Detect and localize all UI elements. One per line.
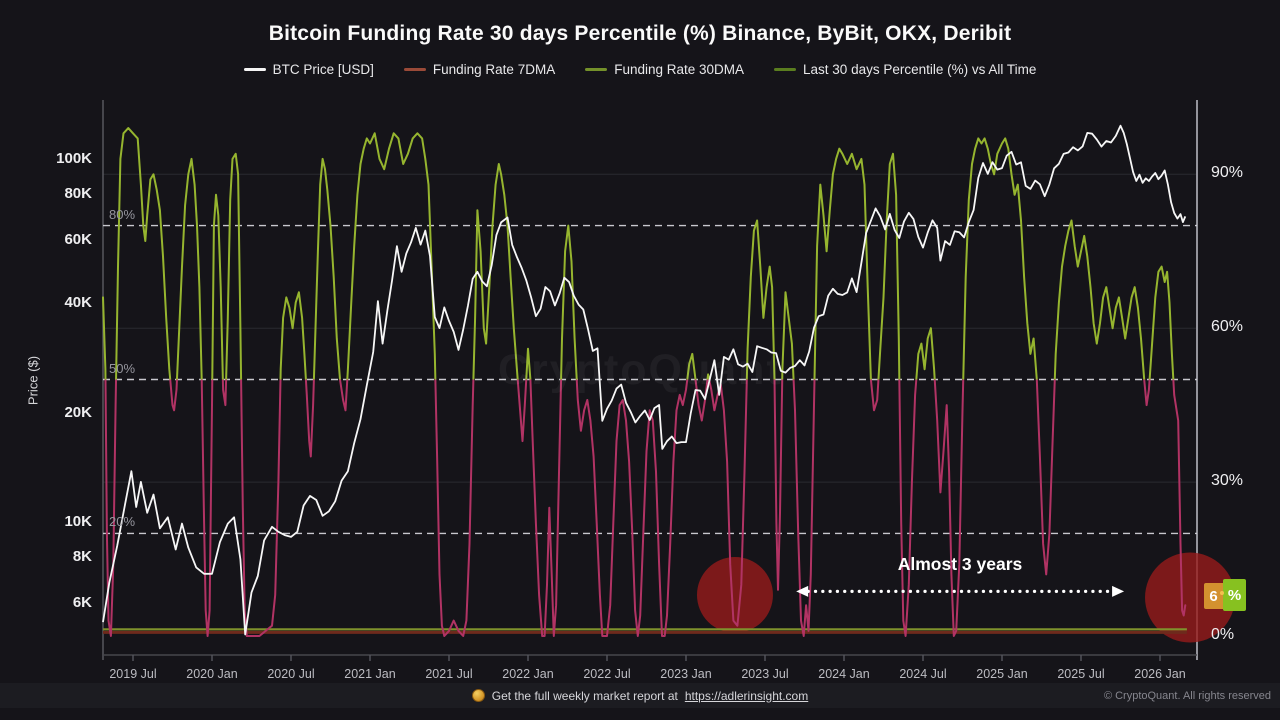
legend-swatch-icon xyxy=(774,68,797,71)
percent-tick-label: 90% xyxy=(1211,164,1244,182)
badge-green-part: % xyxy=(1223,579,1246,611)
copyright-text: © CryptoQuant. All rights reserved xyxy=(1103,689,1271,702)
percentile-line-above-50 xyxy=(102,127,1175,380)
dashed-line-label: 50% xyxy=(109,360,136,376)
footer-report-text: Get the full weekly market report at xyxy=(491,688,678,703)
x-axis-tick-label: 2020 Jan xyxy=(186,667,238,681)
highlight-circle xyxy=(1145,552,1236,643)
percent-tick-label: 30% xyxy=(1211,472,1244,490)
legend-swatch-icon xyxy=(585,68,608,71)
price-tick-label: 60K xyxy=(64,230,92,248)
dashed-line-label: 80% xyxy=(109,206,136,222)
percent-tick-label: 0% xyxy=(1211,626,1235,643)
price-tick-label: 100K xyxy=(56,150,92,167)
price-tick-label: 6K xyxy=(72,593,92,611)
badge-orange-part: 6 xyxy=(1204,583,1223,609)
coin-icon xyxy=(471,689,485,702)
x-axis-tick-label: 2023 Jan xyxy=(660,667,712,681)
legend-label: Funding Rate 30DMA xyxy=(614,62,745,77)
footer-link[interactable]: https://adlerinsight.com xyxy=(684,688,809,703)
legend-item-1: BTC Price [USD] xyxy=(243,62,374,77)
x-axis-tick-label: 2022 Jan xyxy=(502,667,554,681)
x-axis-tick-label: 2025 Jul xyxy=(1057,667,1105,681)
price-tick-label: 40K xyxy=(64,294,92,312)
legend-label: BTC Price [USD] xyxy=(272,62,374,77)
legend: BTC Price [USD] Funding Rate 7DMA Funding … xyxy=(0,62,1280,77)
x-axis-tick-label: 2022 Jul xyxy=(583,667,631,681)
legend-swatch-icon xyxy=(403,68,426,71)
last-value-badge: 6 % xyxy=(1204,579,1246,611)
legend-item-2: Funding Rate 7DMA xyxy=(403,62,556,77)
x-axis-tick-label: 2020 Jul xyxy=(267,667,315,681)
price-tick-label: 10K xyxy=(64,513,92,530)
legend-label: Funding Rate 7DMA xyxy=(432,62,556,77)
arrowhead-right-icon xyxy=(1112,585,1125,597)
annotation-text: Almost 3 years xyxy=(897,554,1023,574)
watermark: CryptoQuant xyxy=(498,346,783,394)
legend-item-4: Last 30 days Percentile (%) vs All Time xyxy=(774,62,1036,77)
price-tick-label: 8K xyxy=(72,548,92,566)
arrowhead-left-icon xyxy=(796,585,809,597)
footer-bar: Get the full weekly market report at htt… xyxy=(0,683,1280,708)
price-tick-label: 20K xyxy=(64,403,92,421)
x-axis-tick-label: 2026 Jan xyxy=(1134,667,1186,681)
highlight-circle xyxy=(696,556,773,633)
x-axis-tick-label: 2025 Jan xyxy=(976,667,1028,681)
percentile-line-below-50 xyxy=(104,379,1187,637)
x-axis-tick-label: 2024 Jan xyxy=(818,667,870,681)
legend-item-3: Funding Rate 30DMA xyxy=(585,62,744,77)
btc-price-line xyxy=(102,124,1187,636)
page-title: Bitcoin Funding Rate 30 days Percentile … xyxy=(268,22,1012,45)
x-axis-tick-label: 2023 Jul xyxy=(741,667,789,681)
dashed-line-label: 20% xyxy=(109,514,136,530)
x-axis-tick-label: 2019 Jul xyxy=(109,667,157,681)
x-axis-tick-label: 2021 Jan xyxy=(344,667,396,681)
percent-tick-label: 60% xyxy=(1211,318,1244,336)
x-axis-tick-label: 2024 Jul xyxy=(899,667,947,681)
price-tick-label: 80K xyxy=(64,185,92,203)
x-axis-tick-label: 2021 Jul xyxy=(425,667,473,681)
badge-dot-icon xyxy=(1220,591,1224,595)
legend-label: Last 30 days Percentile (%) vs All Time xyxy=(803,62,1037,77)
legend-swatch-icon xyxy=(243,68,266,71)
